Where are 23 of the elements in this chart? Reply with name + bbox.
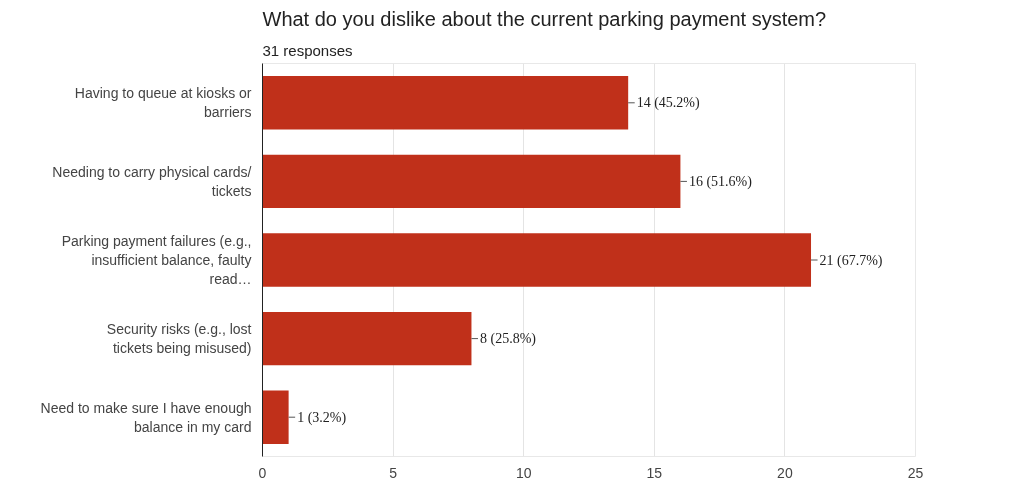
x-tick-label: 0 xyxy=(258,464,267,481)
y-tick-label: Security risks (e.g., lost tickets being misused) xyxy=(106,321,252,357)
x-tick-label: 20 xyxy=(777,464,793,481)
x-tick-label: 15 xyxy=(646,464,663,481)
bar xyxy=(262,76,629,130)
x-tick-label: 5 xyxy=(389,464,398,481)
bar xyxy=(262,154,681,209)
data-label: 16 (51.6%) xyxy=(688,173,753,190)
x-tick-label: 25 xyxy=(907,464,924,481)
chart-title: What do you dislike about the current parking payment system? xyxy=(262,7,827,30)
bar xyxy=(262,311,472,366)
y-tick-label: Having to queue at kiosks or barriers xyxy=(74,85,252,121)
x-tick-label: 10 xyxy=(515,464,532,481)
data-label: 8 (25.8%) xyxy=(479,331,537,348)
y-tick-label: Parking payment failures (e.g., insufficient balance, faulty read… xyxy=(61,232,252,288)
data-label: 21 (67.7%) xyxy=(819,252,883,269)
chart-subtitle: 31 responses xyxy=(262,41,353,59)
data-label: 14 (45.2%) xyxy=(636,95,701,112)
y-tick-label: Need to make sure I have enough balance in my card xyxy=(40,399,252,435)
y-tick-label: Needing to carry physical cards/ tickets xyxy=(52,163,252,199)
data-label: 1 (3.2%) xyxy=(297,409,347,426)
bar xyxy=(262,233,812,287)
bar xyxy=(262,390,289,444)
